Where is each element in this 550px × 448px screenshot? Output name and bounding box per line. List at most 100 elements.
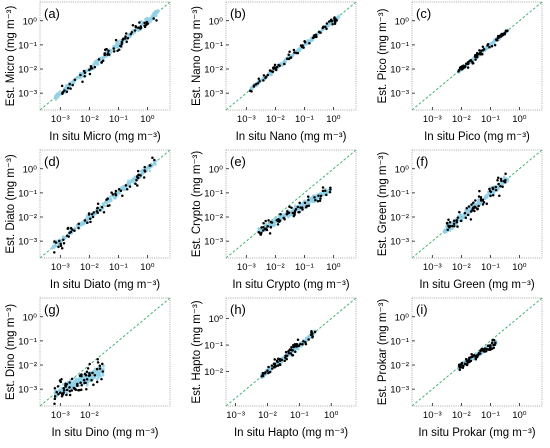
density-point: [148, 169, 152, 173]
density-point: [85, 214, 89, 217]
outlier-point: [80, 384, 83, 387]
outlier-point: [470, 352, 473, 356]
outlier-point: [323, 25, 327, 28]
outlier-point: [135, 179, 138, 182]
outlier-point: [286, 210, 289, 213]
outlier-point: [125, 40, 128, 44]
outlier-point: [65, 388, 69, 392]
outlier-point: [319, 197, 322, 200]
outlier-point: [101, 362, 104, 366]
x-tick-label: 10⁻¹: [481, 114, 500, 125]
x-tick-label: 10⁻³: [237, 262, 256, 273]
density-point: [93, 213, 97, 216]
x-axis-label: In situ Nano (mg m⁻³): [236, 131, 347, 143]
outlier-point: [64, 385, 67, 388]
density-point: [95, 59, 98, 62]
density-point: [322, 193, 326, 197]
outlier-point: [95, 367, 99, 371]
density-point: [291, 53, 295, 57]
x-tick-label: 10⁻²: [452, 410, 471, 421]
outlier-point: [468, 59, 471, 63]
outlier-point: [475, 56, 479, 59]
outlier-point: [267, 365, 270, 369]
outlier-point: [58, 239, 61, 243]
density-point: [79, 71, 82, 75]
outlier-point: [499, 177, 503, 181]
outlier-point: [448, 224, 452, 228]
outlier-point: [130, 31, 134, 34]
outlier-point: [93, 374, 97, 377]
outlier-point: [489, 344, 492, 347]
outlier-point: [327, 20, 331, 23]
density-point: [64, 390, 68, 394]
outlier-point: [297, 344, 301, 348]
outlier-point: [136, 169, 140, 173]
x-tick-label: 10⁻³: [226, 410, 245, 421]
density-point: [58, 93, 61, 96]
outlier-point: [279, 212, 282, 216]
density-point: [474, 202, 478, 206]
outlier-point: [321, 189, 325, 193]
outlier-point: [264, 227, 268, 230]
density-point: [149, 20, 152, 24]
outlier-point: [259, 232, 262, 235]
outlier-point: [283, 359, 286, 363]
outlier-point: [83, 372, 87, 376]
outlier-point: [273, 358, 276, 361]
outlier-point: [490, 45, 494, 48]
outlier-point: [479, 196, 483, 199]
density-point: [96, 374, 100, 378]
density-point: [478, 202, 481, 206]
density-point: [282, 59, 286, 63]
outlier-point: [254, 83, 258, 86]
outlier-point: [60, 84, 64, 88]
outlier-point: [62, 391, 65, 394]
outlier-point: [490, 341, 494, 345]
outlier-point: [53, 397, 57, 401]
x-axis-label: In situ Dino (mg m⁻³): [51, 427, 158, 439]
outlier-point: [455, 218, 459, 222]
density-point: [487, 191, 490, 195]
density-point: [443, 230, 446, 234]
panel-label: (g): [44, 302, 60, 317]
x-tick-label: 10⁻²: [80, 410, 99, 421]
outlier-point: [460, 361, 464, 365]
outlier-point: [55, 390, 58, 394]
x-tick-label: 10⁻³: [237, 114, 256, 125]
outlier-point: [323, 189, 327, 193]
outlier-point: [275, 65, 279, 69]
outlier-point: [114, 192, 117, 195]
outlier-point: [80, 388, 83, 391]
y-tick-label: 10⁰: [209, 164, 224, 175]
y-axis-label: Est. Green (mg m⁻³): [377, 152, 389, 257]
outlier-point: [85, 370, 89, 374]
outlier-point: [86, 221, 89, 225]
outlier-point: [458, 364, 461, 368]
outlier-point: [496, 178, 499, 182]
outlier-point: [289, 348, 293, 352]
outlier-point: [136, 175, 139, 178]
density-point: [305, 200, 309, 203]
outlier-point: [65, 90, 69, 93]
outlier-point: [457, 70, 460, 73]
outlier-point: [133, 29, 137, 32]
outlier-point: [329, 186, 332, 190]
outlier-point: [477, 204, 480, 208]
outlier-point: [89, 220, 92, 224]
density-point: [462, 213, 466, 217]
density-point: [277, 214, 281, 218]
density-point: [114, 45, 117, 49]
y-tick-label: 10⁰: [395, 312, 410, 323]
outlier-point: [68, 231, 71, 234]
outlier-point: [272, 362, 276, 365]
outlier-point: [270, 70, 273, 73]
x-tick-label: 10⁰: [326, 114, 341, 125]
outlier-point: [311, 335, 314, 338]
outlier-point: [82, 69, 86, 73]
density-point: [305, 336, 309, 340]
outlier-point: [68, 82, 71, 86]
outlier-point: [143, 21, 146, 25]
outlier-point: [304, 342, 308, 346]
outlier-point: [66, 227, 69, 231]
